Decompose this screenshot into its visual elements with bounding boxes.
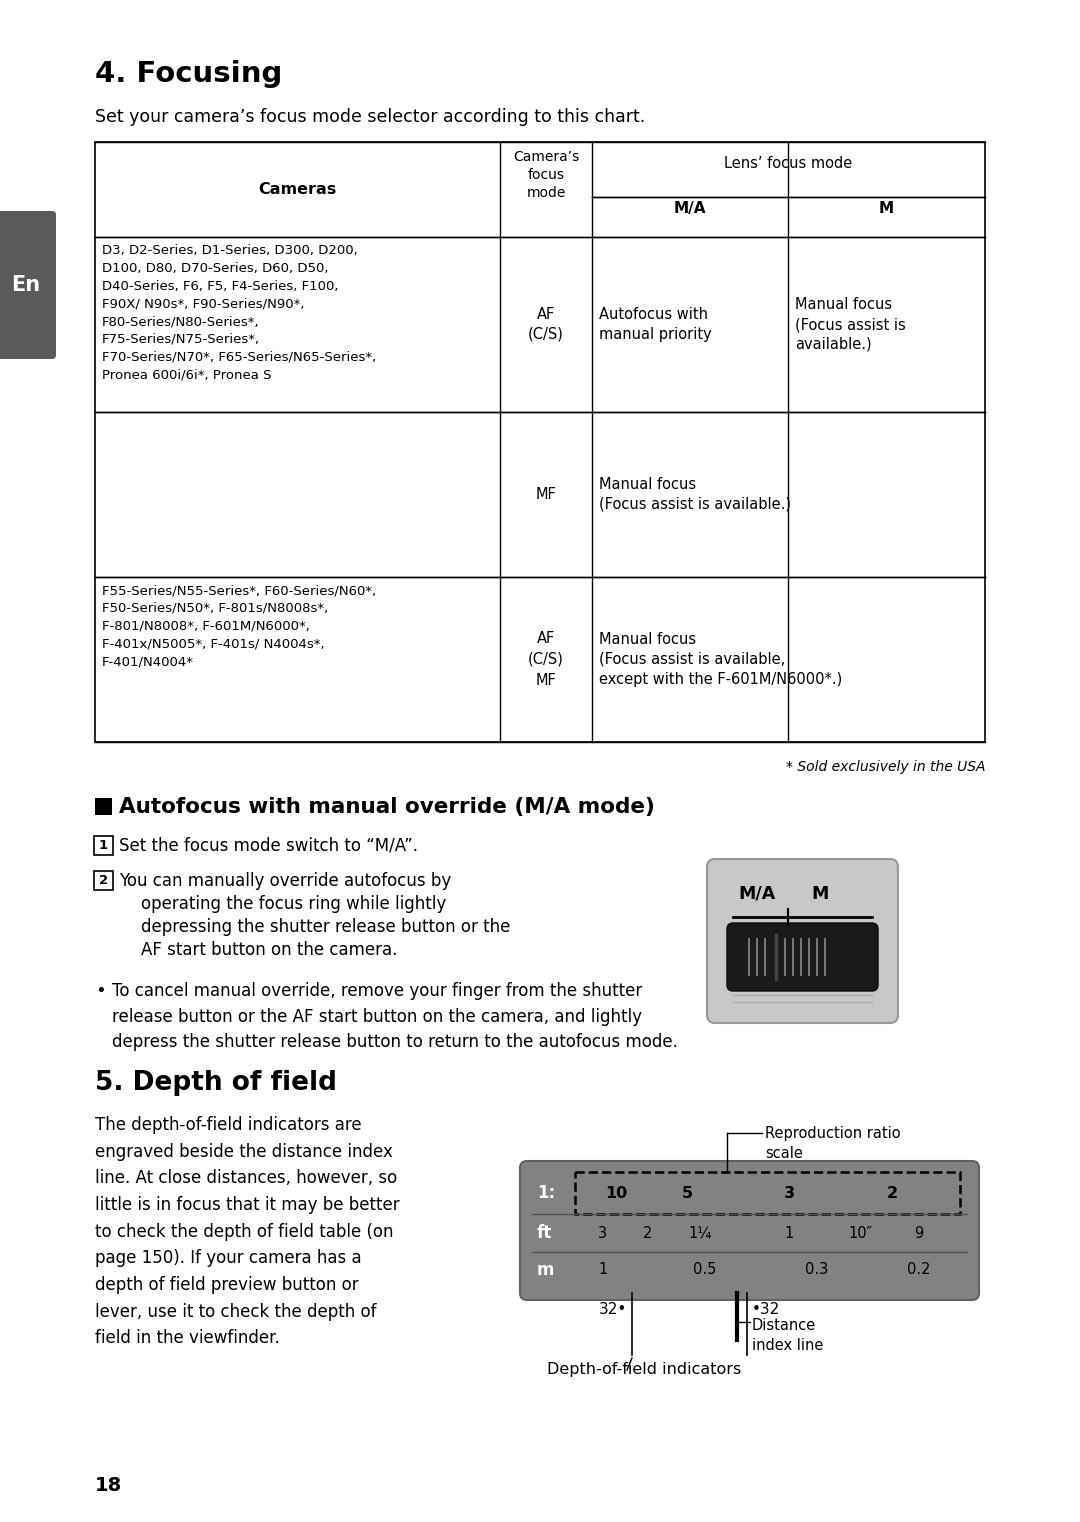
Text: Manual focus
(Focus assist is available,
except with the F-601M/N6000*.): Manual focus (Focus assist is available,… <box>599 632 842 686</box>
FancyBboxPatch shape <box>519 1161 978 1300</box>
Text: Manual focus
(Focus assist is available.): Manual focus (Focus assist is available.… <box>599 476 791 511</box>
Text: Camera’s
focus
mode: Camera’s focus mode <box>513 151 579 199</box>
Text: M/A: M/A <box>739 884 775 903</box>
Text: Manual focus
(Focus assist is
available.): Manual focus (Focus assist is available.… <box>795 297 906 352</box>
Text: depressing the shutter release button or the: depressing the shutter release button or… <box>141 918 511 936</box>
Text: M/A: M/A <box>674 201 706 216</box>
Text: 10: 10 <box>605 1186 627 1201</box>
Text: AF
(C/S)
MF: AF (C/S) MF <box>528 632 564 688</box>
Text: 3: 3 <box>598 1225 607 1240</box>
Text: 0.2: 0.2 <box>907 1263 930 1277</box>
Text: 1: 1 <box>99 839 108 852</box>
Text: AF
(C/S): AF (C/S) <box>528 307 564 342</box>
Bar <box>575 1172 960 1215</box>
Text: 9: 9 <box>914 1225 923 1240</box>
Text: •: • <box>95 982 106 1000</box>
Text: The depth-of-field indicators are
engraved beside the distance index
line. At cl: The depth-of-field indicators are engrav… <box>95 1116 400 1347</box>
Text: Lens’ focus mode: Lens’ focus mode <box>725 155 852 170</box>
Text: 1: 1 <box>598 1263 607 1277</box>
Text: F55-Series/N55-Series*, F60-Series/N60*,
F50-Series/N50*, F-801s/N8008s*,
F-801/: F55-Series/N55-Series*, F60-Series/N60*,… <box>102 584 376 668</box>
Text: 2: 2 <box>99 874 108 887</box>
Text: 1: 1 <box>785 1225 794 1240</box>
Text: •32: •32 <box>752 1301 780 1317</box>
FancyBboxPatch shape <box>94 836 113 855</box>
Text: You can manually override autofocus by: You can manually override autofocus by <box>119 872 451 890</box>
Text: 5. Depth of field: 5. Depth of field <box>95 1070 337 1096</box>
Text: To cancel manual override, remove your finger from the shutter
release button or: To cancel manual override, remove your f… <box>112 982 678 1052</box>
Text: 4. Focusing: 4. Focusing <box>95 59 282 88</box>
Text: D3, D2-Series, D1-Series, D300, D200,
D100, D80, D70-Series, D60, D50,
D40-Serie: D3, D2-Series, D1-Series, D300, D200, D1… <box>102 244 376 382</box>
Text: 3: 3 <box>784 1186 795 1201</box>
Text: Reproduction ratio
scale: Reproduction ratio scale <box>765 1126 901 1161</box>
Text: AF start button on the camera.: AF start button on the camera. <box>141 941 397 959</box>
Text: 0.3: 0.3 <box>805 1263 828 1277</box>
Text: M: M <box>879 201 894 216</box>
Text: M: M <box>811 884 828 903</box>
Text: Depth-of-field indicators: Depth-of-field indicators <box>546 1362 741 1377</box>
Text: Cameras: Cameras <box>258 183 337 196</box>
Text: 0.5: 0.5 <box>693 1263 717 1277</box>
Text: 32•: 32• <box>598 1301 627 1317</box>
Text: Set the focus mode switch to “M/A”.: Set the focus mode switch to “M/A”. <box>119 837 418 855</box>
Bar <box>95 798 112 814</box>
Bar <box>95 142 985 743</box>
Text: Distance
index line: Distance index line <box>752 1318 823 1353</box>
Text: MF: MF <box>536 487 556 502</box>
Text: 18: 18 <box>95 1476 122 1495</box>
Text: En: En <box>12 275 41 295</box>
Text: * Sold exclusively in the USA: * Sold exclusively in the USA <box>785 759 985 775</box>
FancyBboxPatch shape <box>727 922 878 991</box>
Text: 5: 5 <box>681 1186 692 1201</box>
FancyBboxPatch shape <box>94 871 113 890</box>
Text: Set your camera’s focus mode selector according to this chart.: Set your camera’s focus mode selector ac… <box>95 108 645 126</box>
Text: ft: ft <box>537 1224 552 1242</box>
Text: 1¼: 1¼ <box>689 1225 712 1240</box>
Text: Autofocus with manual override (M/A mode): Autofocus with manual override (M/A mode… <box>119 798 654 817</box>
Text: Autofocus with
manual priority: Autofocus with manual priority <box>599 307 712 342</box>
FancyBboxPatch shape <box>707 858 897 1023</box>
Text: 1:: 1: <box>537 1184 555 1202</box>
Text: 2: 2 <box>887 1186 897 1201</box>
FancyBboxPatch shape <box>0 212 56 359</box>
Text: m: m <box>537 1262 554 1278</box>
Text: 2: 2 <box>643 1225 652 1240</box>
Text: 10″: 10″ <box>849 1225 873 1240</box>
Text: operating the focus ring while lightly: operating the focus ring while lightly <box>141 895 446 913</box>
